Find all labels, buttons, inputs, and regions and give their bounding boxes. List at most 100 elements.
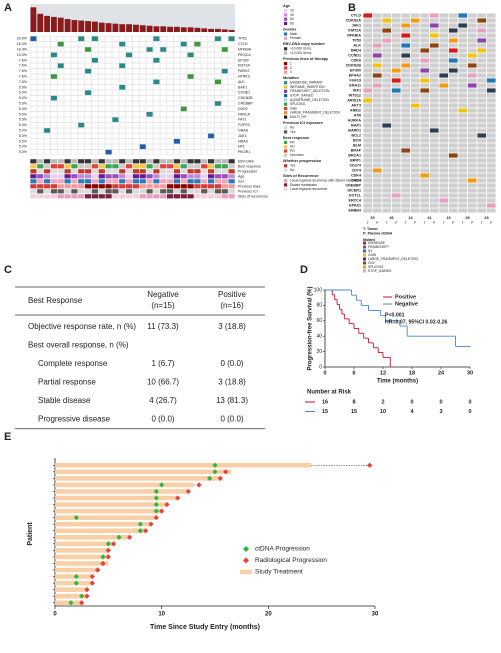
heat-cell	[439, 148, 449, 153]
heat-cell	[467, 153, 477, 158]
heat-cell	[363, 108, 373, 113]
heat-cell	[458, 173, 468, 178]
legend-swatch	[284, 106, 288, 111]
onco-cell	[91, 117, 99, 123]
onco-cell	[71, 122, 78, 128]
onco-cell	[91, 52, 99, 58]
radiological-marker	[100, 560, 106, 567]
onco-cell	[57, 111, 64, 117]
onco-cell	[37, 63, 44, 69]
gene-label: EPAS1	[349, 203, 361, 207]
onco-cell	[64, 79, 71, 85]
track-cell	[43, 179, 51, 184]
onco-cell	[228, 41, 235, 47]
heat-cell	[372, 88, 382, 93]
treatment-bar	[55, 508, 162, 514]
heat-cell	[448, 78, 458, 83]
onco-cell	[78, 46, 85, 53]
heat-cell	[467, 168, 477, 173]
onco-cell	[166, 127, 174, 134]
track-cell	[112, 159, 119, 164]
onco-cell	[207, 138, 215, 144]
legend-item: MISSENSE_VARIANT	[290, 81, 323, 85]
onco-cell	[30, 138, 37, 144]
heat-cell	[363, 148, 373, 153]
onco-cell	[112, 36, 119, 42]
onco-cell	[221, 100, 228, 107]
onco-cell	[160, 117, 167, 123]
onco-cell	[43, 106, 51, 112]
heat-cell	[382, 18, 392, 23]
heat-cell	[391, 173, 401, 178]
onco-cell	[84, 41, 92, 47]
onco-cell	[112, 46, 119, 53]
track-cell	[57, 164, 64, 169]
legend-title: Best response	[283, 136, 309, 140]
radiological-marker	[89, 580, 95, 586]
track-cell	[98, 179, 105, 184]
onco-cell	[146, 63, 153, 69]
heat-cell	[420, 33, 430, 38]
onco-cell	[173, 100, 181, 107]
heat-cell	[467, 63, 477, 68]
onco-cell	[160, 36, 167, 42]
heat-cell	[391, 118, 401, 123]
onco-cell	[119, 149, 126, 155]
onco-cell	[91, 68, 99, 74]
onco-cell	[146, 52, 153, 58]
onco-cell	[132, 106, 140, 112]
heat-cell	[439, 208, 449, 213]
track-cell	[153, 164, 160, 169]
onco-cell	[207, 122, 215, 128]
heat-cell	[391, 203, 401, 208]
heat-cell	[410, 98, 420, 103]
onco-cell	[84, 57, 92, 63]
onco-cell	[160, 79, 167, 85]
heat-cell	[363, 13, 373, 18]
onco-cell	[146, 68, 153, 74]
treatment-bar	[55, 469, 231, 475]
track-cell	[37, 184, 44, 189]
onco-cell	[78, 144, 85, 150]
tmb-bar	[98, 22, 105, 32]
gene-percent: 5.0%	[19, 107, 28, 111]
onco-cell	[173, 127, 181, 134]
onco-cell	[125, 138, 133, 144]
treatment-bar	[55, 528, 146, 534]
heat-cell	[486, 173, 496, 178]
table-cell: 10 (66.7)	[147, 378, 179, 387]
onco-cell	[221, 144, 228, 150]
gene-label: EP300	[238, 58, 249, 62]
heat-cell	[420, 43, 430, 48]
heat-cell	[477, 143, 487, 148]
heat-cell	[477, 88, 487, 93]
onco-cell	[78, 63, 85, 69]
onco-cell	[201, 41, 208, 47]
heat-cell	[448, 58, 458, 63]
track-cell	[228, 179, 235, 184]
heat-cell	[382, 163, 392, 168]
legend-title: Whether progression	[283, 159, 322, 163]
onco-cell	[207, 52, 215, 58]
onco-cell	[214, 95, 222, 101]
onco-cell	[98, 95, 105, 101]
heat-cell	[439, 98, 449, 103]
track-cell	[214, 184, 222, 189]
heat-cell	[439, 68, 449, 73]
onco-cell	[201, 36, 208, 42]
radiological-marker	[159, 508, 165, 514]
treatment-bar	[55, 554, 109, 560]
onco-cell	[228, 138, 235, 144]
heat-cell	[372, 158, 382, 163]
heat-cell	[410, 28, 420, 33]
onco-cell	[112, 100, 119, 107]
onco-cell	[153, 73, 160, 80]
onco-cell	[146, 73, 153, 80]
track-cell	[214, 159, 222, 164]
heat-cell	[448, 163, 458, 168]
heat-cell	[382, 138, 392, 143]
track-cell	[50, 164, 58, 169]
track-cell	[201, 184, 208, 189]
onco-cell	[30, 57, 37, 63]
track-cell	[78, 159, 85, 164]
